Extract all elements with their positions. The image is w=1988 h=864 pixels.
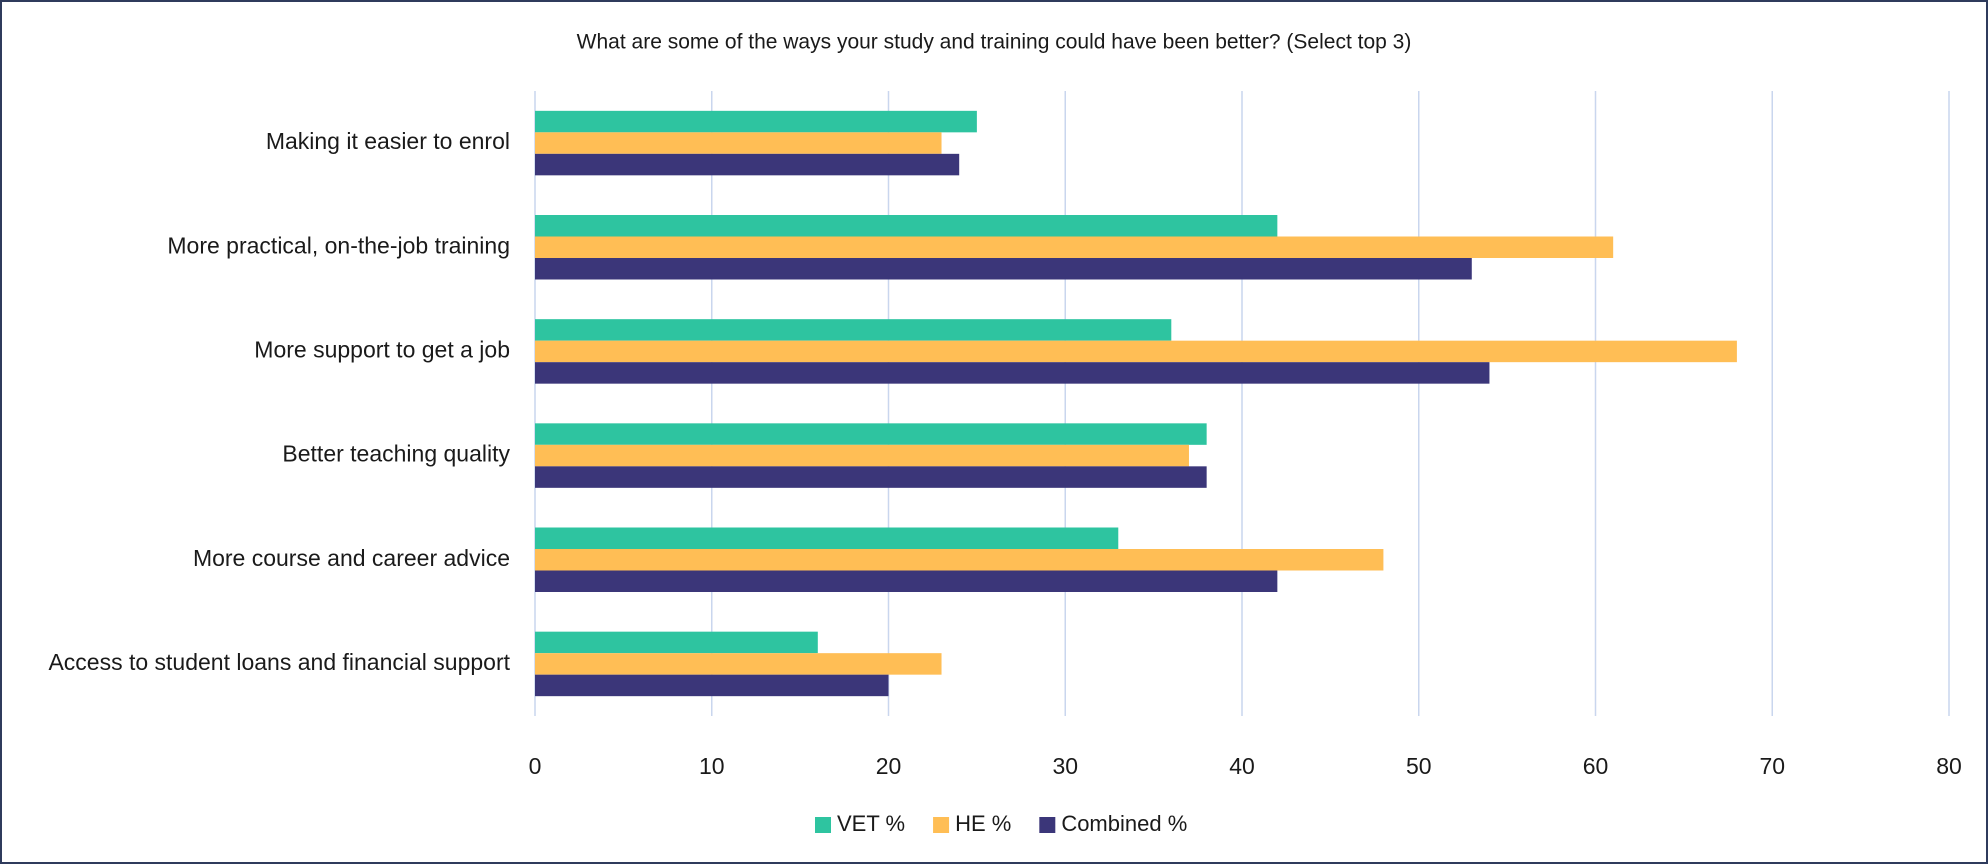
- bar: [535, 549, 1384, 571]
- bar: [535, 110, 977, 133]
- y-tick-label: More course and career advice: [193, 545, 510, 571]
- chart-title: What are some of the ways your study and…: [577, 31, 1412, 54]
- legend-label: Combined %: [1061, 811, 1187, 836]
- bar: [535, 570, 1278, 592]
- bar: [535, 340, 1737, 363]
- bar: [535, 258, 1472, 280]
- x-tick-label: 0: [529, 753, 542, 779]
- x-tick-label: 40: [1229, 753, 1255, 779]
- bar: [535, 153, 960, 176]
- bar: [535, 631, 818, 654]
- bar: [535, 527, 1119, 549]
- y-tick-label: Better teaching quality: [282, 441, 510, 467]
- x-tick-label: 10: [699, 753, 725, 779]
- x-tick-label: 60: [1583, 753, 1609, 779]
- bar: [535, 362, 1490, 384]
- bar: [535, 674, 889, 697]
- legend-swatch: [933, 817, 950, 833]
- bar: [535, 444, 1189, 467]
- legend-label: HE %: [955, 811, 1011, 836]
- x-tick-label: 30: [1052, 753, 1078, 779]
- bar: [535, 466, 1207, 488]
- x-tick-label: 70: [1759, 753, 1785, 779]
- legend-label: VET %: [837, 811, 905, 836]
- x-tick-label: 50: [1406, 753, 1432, 779]
- y-tick-label: More support to get a job: [254, 336, 510, 362]
- x-tick-label: 80: [1936, 753, 1962, 779]
- bar: [535, 236, 1614, 258]
- bar: [535, 132, 942, 154]
- legend-swatch: [815, 817, 831, 833]
- x-tick-label: 20: [876, 753, 902, 779]
- bar: [535, 319, 1172, 341]
- bar: [535, 215, 1278, 237]
- y-tick-label: Access to student loans and financial su…: [48, 649, 510, 675]
- legend-swatch: [1039, 817, 1056, 833]
- y-tick-label: Making it easier to enrol: [266, 128, 510, 154]
- bar: [535, 653, 942, 675]
- bar: [535, 423, 1207, 445]
- y-tick-label: More practical, on-the-job training: [167, 232, 510, 258]
